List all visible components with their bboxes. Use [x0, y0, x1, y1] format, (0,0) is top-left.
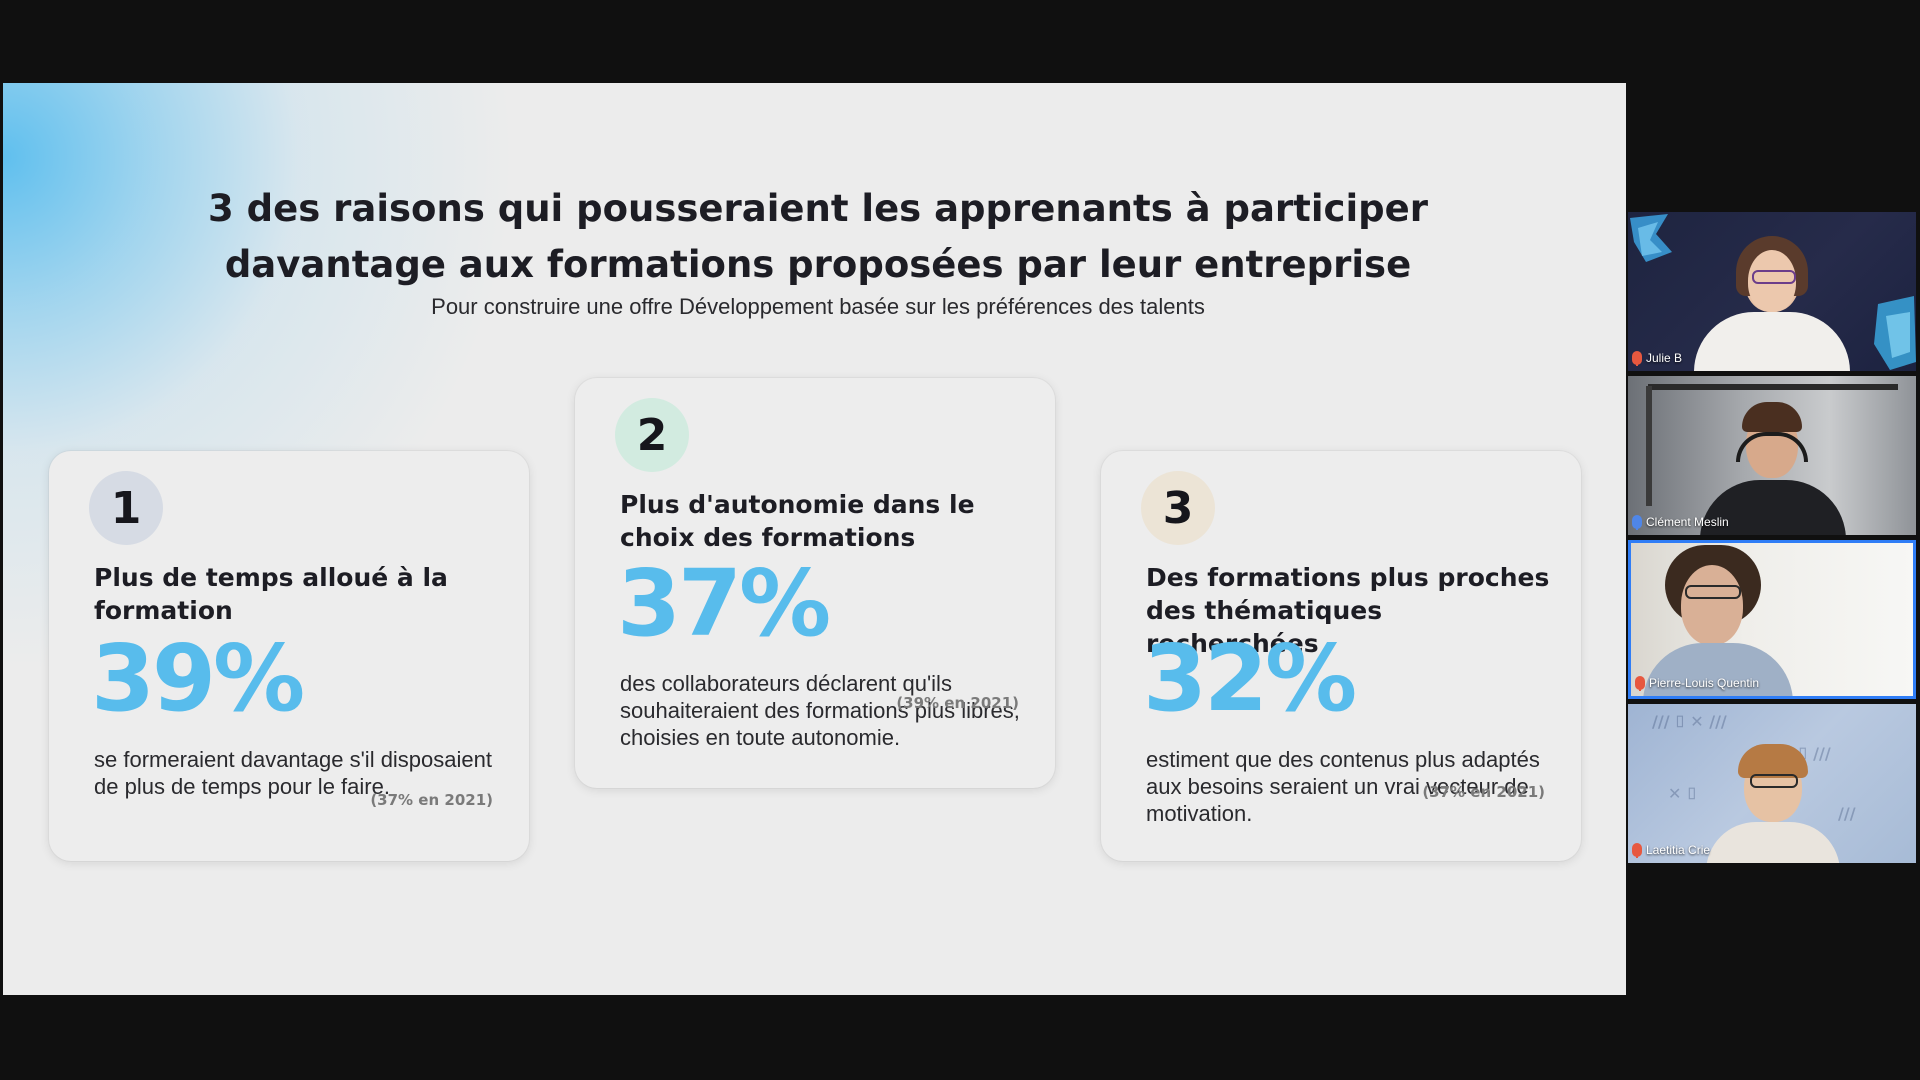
glasses-icon	[1750, 774, 1798, 788]
previous-year-value: (39% en 2021)	[896, 694, 1019, 712]
virtual-background-logo-icon	[1630, 214, 1916, 370]
participant-name-tag: Pierre-Louis Quentin	[1635, 676, 1760, 691]
mic-icon	[1632, 515, 1642, 530]
participant-name: Clément Meslin	[1646, 515, 1729, 529]
reason-percent: 32%	[1143, 625, 1357, 732]
reason-percent: 39%	[91, 625, 305, 732]
previous-year-value: (37% en 2021)	[370, 791, 493, 809]
mic-muted-icon	[1635, 676, 1645, 691]
slide-title-line-1: 3 des raisons qui pousseraient les appre…	[208, 187, 1428, 230]
slide-subtitle: Pour construire une offre Développement …	[431, 294, 1205, 319]
background-pattern-icon: ⌷ ///	[1798, 744, 1831, 763]
participant-name: Julie B	[1646, 351, 1683, 365]
participant-name: Laetitia Crie	[1646, 843, 1711, 857]
slide-title-line-2: davantage aux formations proposées par l…	[224, 243, 1412, 286]
participant-hair	[1738, 744, 1808, 778]
participant-name-tag: Julie B	[1632, 351, 1683, 366]
participant-hair	[1742, 402, 1802, 432]
participant-tile[interactable]: Julie B	[1628, 212, 1916, 371]
reason-card-2: 2 Plus d'autonomie dans le choix des for…	[575, 378, 1055, 788]
participant-face	[1681, 565, 1743, 645]
reason-number-badge: 2	[615, 398, 689, 472]
participant-name-tag: Clément Meslin	[1632, 515, 1729, 530]
reason-card-3: 3 Des formations plus proches des thémat…	[1101, 451, 1581, 861]
background-pattern-icon: ✕ ⌷	[1668, 784, 1697, 803]
reason-heading: Des formations plus proches des thématiq…	[1146, 563, 1550, 658]
slide-title: 3 des raisons qui pousseraient les appre…	[163, 181, 1473, 293]
reason-card-1: 1 Plus de temps alloué à la formation 39…	[49, 451, 529, 861]
participant-tile[interactable]: Clément Meslin	[1628, 376, 1916, 535]
mic-muted-icon	[1632, 351, 1642, 366]
glasses-icon	[1685, 585, 1741, 599]
reason-description: estiment que des contenus plus adaptés a…	[1146, 747, 1540, 826]
participant-body	[1694, 312, 1850, 371]
participant-name: Pierre-Louis Quentin	[1649, 676, 1760, 690]
participant-tile-active-speaker[interactable]: Pierre-Louis Quentin	[1628, 540, 1916, 699]
reason-description: se formeraient davantage s'il disposaien…	[94, 747, 492, 799]
participant-name-tag: Laetitia Crie	[1632, 843, 1711, 858]
glasses-icon	[1752, 270, 1796, 284]
reason-number-badge: 1	[89, 471, 163, 545]
reason-description: des collaborateurs déclarent qu'ils souh…	[620, 671, 1020, 750]
background-pattern-icon: /// ⌷ ✕ ///	[1652, 712, 1727, 731]
reason-heading: Plus d'autonomie dans le choix des forma…	[620, 490, 975, 552]
participant-tile[interactable]: /// ⌷ ✕ /// ⌷ /// ✕ ⌷ /// Laetitia Crie	[1628, 704, 1916, 863]
mic-muted-icon	[1632, 843, 1642, 858]
background-window-frame	[1648, 384, 1898, 390]
background-window-frame	[1646, 386, 1652, 506]
previous-year-value: (37% en 2021)	[1422, 783, 1545, 801]
reason-heading: Plus de temps alloué à la formation	[94, 563, 448, 625]
reason-number-badge: 3	[1141, 471, 1215, 545]
shared-screen-slide: 3 des raisons qui pousseraient les appre…	[3, 83, 1626, 995]
background-pattern-icon: ///	[1838, 804, 1856, 823]
reason-percent: 37%	[617, 550, 831, 657]
